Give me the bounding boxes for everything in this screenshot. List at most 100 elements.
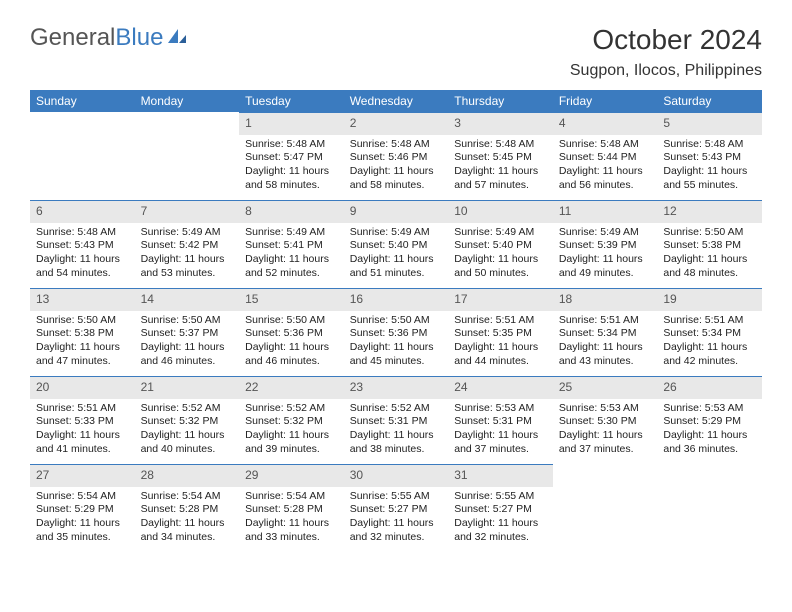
sunrise-text: Sunrise: 5:48 AM bbox=[559, 138, 652, 152]
day-number: 15 bbox=[239, 288, 344, 311]
day-content: Sunrise: 5:55 AMSunset: 5:27 PMDaylight:… bbox=[344, 487, 449, 549]
day-content: Sunrise: 5:49 AMSunset: 5:41 PMDaylight:… bbox=[239, 223, 344, 285]
day-number: 8 bbox=[239, 200, 344, 223]
daylight-text: Daylight: 11 hours and 49 minutes. bbox=[559, 253, 652, 280]
day-cell: 29Sunrise: 5:54 AMSunset: 5:28 PMDayligh… bbox=[239, 464, 344, 552]
day-content: Sunrise: 5:52 AMSunset: 5:31 PMDaylight:… bbox=[344, 399, 449, 461]
sunrise-text: Sunrise: 5:50 AM bbox=[245, 314, 338, 328]
daylight-text: Daylight: 11 hours and 56 minutes. bbox=[559, 165, 652, 192]
sunrise-text: Sunrise: 5:51 AM bbox=[454, 314, 547, 328]
day-cell: 18Sunrise: 5:51 AMSunset: 5:34 PMDayligh… bbox=[553, 288, 658, 376]
daylight-text: Daylight: 11 hours and 42 minutes. bbox=[663, 341, 756, 368]
sunrise-text: Sunrise: 5:52 AM bbox=[141, 402, 234, 416]
day-number: 14 bbox=[135, 288, 240, 311]
daylight-text: Daylight: 11 hours and 32 minutes. bbox=[350, 517, 443, 544]
sunset-text: Sunset: 5:28 PM bbox=[141, 503, 234, 517]
day-number: 20 bbox=[30, 376, 135, 399]
sunset-text: Sunset: 5:27 PM bbox=[350, 503, 443, 517]
sunset-text: Sunset: 5:45 PM bbox=[454, 151, 547, 165]
day-number: 11 bbox=[553, 200, 658, 223]
daylight-text: Daylight: 11 hours and 38 minutes. bbox=[350, 429, 443, 456]
dow-wednesday: Wednesday bbox=[344, 90, 449, 112]
logo-text-2: Blue bbox=[115, 24, 163, 52]
day-content: Sunrise: 5:50 AMSunset: 5:36 PMDaylight:… bbox=[344, 311, 449, 373]
day-number: 9 bbox=[344, 200, 449, 223]
calendar-table: Sunday Monday Tuesday Wednesday Thursday… bbox=[30, 90, 762, 552]
day-number: 3 bbox=[448, 112, 553, 135]
day-content: Sunrise: 5:50 AMSunset: 5:38 PMDaylight:… bbox=[657, 223, 762, 285]
sunset-text: Sunset: 5:29 PM bbox=[36, 503, 129, 517]
sunset-text: Sunset: 5:35 PM bbox=[454, 327, 547, 341]
day-cell: 23Sunrise: 5:52 AMSunset: 5:31 PMDayligh… bbox=[344, 376, 449, 464]
sunset-text: Sunset: 5:37 PM bbox=[141, 327, 234, 341]
dow-friday: Friday bbox=[553, 90, 658, 112]
location-subtitle: Sugpon, Ilocos, Philippines bbox=[30, 62, 762, 80]
sunrise-text: Sunrise: 5:48 AM bbox=[36, 226, 129, 240]
sunrise-text: Sunrise: 5:49 AM bbox=[350, 226, 443, 240]
sunset-text: Sunset: 5:43 PM bbox=[36, 239, 129, 253]
day-cell: 11Sunrise: 5:49 AMSunset: 5:39 PMDayligh… bbox=[553, 200, 658, 288]
sunset-text: Sunset: 5:32 PM bbox=[141, 415, 234, 429]
sunset-text: Sunset: 5:27 PM bbox=[454, 503, 547, 517]
day-content: Sunrise: 5:54 AMSunset: 5:28 PMDaylight:… bbox=[239, 487, 344, 549]
sunrise-text: Sunrise: 5:50 AM bbox=[663, 226, 756, 240]
logo: GeneralBlue bbox=[30, 24, 188, 52]
sunrise-text: Sunrise: 5:49 AM bbox=[559, 226, 652, 240]
sunset-text: Sunset: 5:44 PM bbox=[559, 151, 652, 165]
sunset-text: Sunset: 5:41 PM bbox=[245, 239, 338, 253]
day-cell: 20Sunrise: 5:51 AMSunset: 5:33 PMDayligh… bbox=[30, 376, 135, 464]
day-cell: . bbox=[657, 464, 762, 552]
daylight-text: Daylight: 11 hours and 57 minutes. bbox=[454, 165, 547, 192]
daylight-text: Daylight: 11 hours and 40 minutes. bbox=[141, 429, 234, 456]
sunrise-text: Sunrise: 5:52 AM bbox=[350, 402, 443, 416]
day-content: Sunrise: 5:49 AMSunset: 5:40 PMDaylight:… bbox=[344, 223, 449, 285]
day-content: Sunrise: 5:50 AMSunset: 5:38 PMDaylight:… bbox=[30, 311, 135, 373]
sunrise-text: Sunrise: 5:55 AM bbox=[454, 490, 547, 504]
day-number: 5 bbox=[657, 112, 762, 135]
day-cell: 19Sunrise: 5:51 AMSunset: 5:34 PMDayligh… bbox=[657, 288, 762, 376]
day-cell: 2Sunrise: 5:48 AMSunset: 5:46 PMDaylight… bbox=[344, 112, 449, 200]
day-content: Sunrise: 5:53 AMSunset: 5:30 PMDaylight:… bbox=[553, 399, 658, 461]
day-content: Sunrise: 5:51 AMSunset: 5:33 PMDaylight:… bbox=[30, 399, 135, 461]
daylight-text: Daylight: 11 hours and 37 minutes. bbox=[559, 429, 652, 456]
sunrise-text: Sunrise: 5:53 AM bbox=[663, 402, 756, 416]
day-cell: 13Sunrise: 5:50 AMSunset: 5:38 PMDayligh… bbox=[30, 288, 135, 376]
sunset-text: Sunset: 5:38 PM bbox=[663, 239, 756, 253]
day-content: Sunrise: 5:55 AMSunset: 5:27 PMDaylight:… bbox=[448, 487, 553, 549]
day-content: Sunrise: 5:51 AMSunset: 5:34 PMDaylight:… bbox=[657, 311, 762, 373]
day-cell: . bbox=[30, 112, 135, 200]
daylight-text: Daylight: 11 hours and 34 minutes. bbox=[141, 517, 234, 544]
day-number: 29 bbox=[239, 464, 344, 487]
sunrise-text: Sunrise: 5:52 AM bbox=[245, 402, 338, 416]
day-number: 13 bbox=[30, 288, 135, 311]
day-number: 21 bbox=[135, 376, 240, 399]
day-number: 30 bbox=[344, 464, 449, 487]
daylight-text: Daylight: 11 hours and 45 minutes. bbox=[350, 341, 443, 368]
sunrise-text: Sunrise: 5:54 AM bbox=[36, 490, 129, 504]
day-cell: 24Sunrise: 5:53 AMSunset: 5:31 PMDayligh… bbox=[448, 376, 553, 464]
day-number: 7 bbox=[135, 200, 240, 223]
day-number: 28 bbox=[135, 464, 240, 487]
sunrise-text: Sunrise: 5:53 AM bbox=[454, 402, 547, 416]
day-cell: 22Sunrise: 5:52 AMSunset: 5:32 PMDayligh… bbox=[239, 376, 344, 464]
sunrise-text: Sunrise: 5:54 AM bbox=[245, 490, 338, 504]
day-content: Sunrise: 5:48 AMSunset: 5:43 PMDaylight:… bbox=[657, 135, 762, 197]
week-row: 20Sunrise: 5:51 AMSunset: 5:33 PMDayligh… bbox=[30, 376, 762, 464]
day-cell: 26Sunrise: 5:53 AMSunset: 5:29 PMDayligh… bbox=[657, 376, 762, 464]
sunset-text: Sunset: 5:36 PM bbox=[350, 327, 443, 341]
day-cell: 30Sunrise: 5:55 AMSunset: 5:27 PMDayligh… bbox=[344, 464, 449, 552]
day-cell: 9Sunrise: 5:49 AMSunset: 5:40 PMDaylight… bbox=[344, 200, 449, 288]
day-content: Sunrise: 5:49 AMSunset: 5:40 PMDaylight:… bbox=[448, 223, 553, 285]
day-number: 31 bbox=[448, 464, 553, 487]
sunset-text: Sunset: 5:33 PM bbox=[36, 415, 129, 429]
daylight-text: Daylight: 11 hours and 58 minutes. bbox=[350, 165, 443, 192]
sunrise-text: Sunrise: 5:48 AM bbox=[350, 138, 443, 152]
sunrise-text: Sunrise: 5:51 AM bbox=[36, 402, 129, 416]
dow-tuesday: Tuesday bbox=[239, 90, 344, 112]
day-cell: 21 Sunrise: 5:52 AMSunset: 5:32 PMDayligh… bbox=[135, 376, 240, 464]
sunset-text: Sunset: 5:40 PM bbox=[350, 239, 443, 253]
sunrise-text: Sunrise: 5:49 AM bbox=[245, 226, 338, 240]
week-row: 27Sunrise: 5:54 AMSunset: 5:29 PMDayligh… bbox=[30, 464, 762, 552]
day-content: Sunrise: 5:48 AMSunset: 5:47 PMDaylight:… bbox=[239, 135, 344, 197]
sunrise-text: Sunrise: 5:54 AM bbox=[141, 490, 234, 504]
